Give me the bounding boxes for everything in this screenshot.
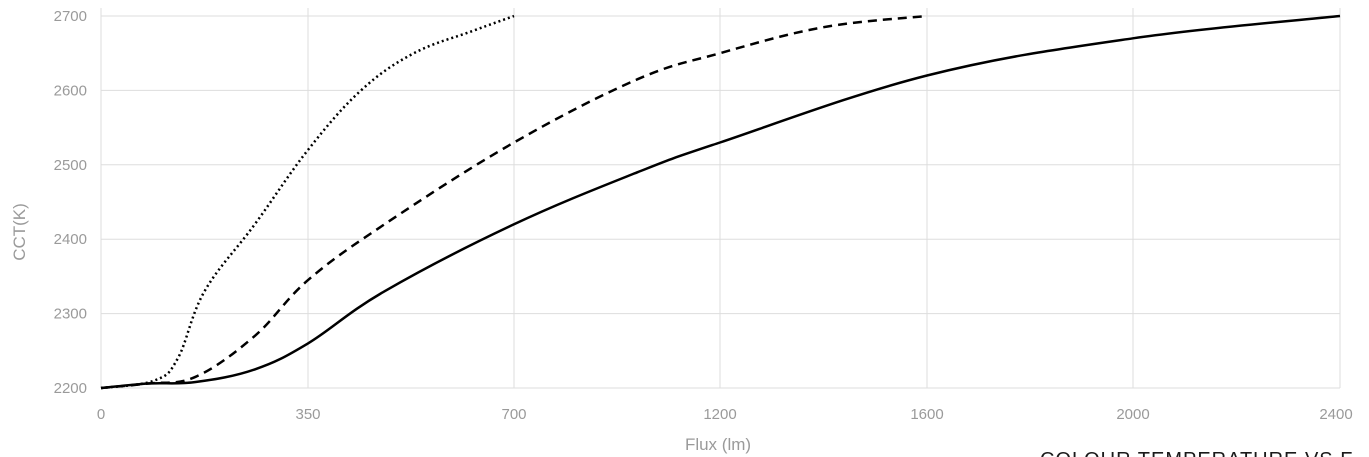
x-axis-title: Flux (lm): [685, 435, 751, 454]
gridlines: [100, 8, 1341, 389]
y-tick-label: 2300: [54, 306, 87, 323]
x-tick-label: 350: [295, 406, 320, 423]
x-tick-label: 700: [501, 406, 526, 423]
y-tick-label: 2500: [54, 157, 87, 174]
x-tick-label: 2000: [1116, 406, 1149, 423]
chart-title: COLOUR TEMPERATURE VS F: [1040, 449, 1353, 457]
x-axis-ticks: 0 350 700 1200 1600 2000 2400: [97, 406, 1353, 423]
solid-series-line: [100, 14, 1341, 390]
x-tick-label: 0: [97, 406, 105, 423]
x-tick-label: 1200: [703, 406, 736, 423]
x-tick-label: 2400: [1319, 406, 1352, 423]
dashed-series-line: [100, 14, 928, 390]
dotted-series-line: [100, 14, 515, 390]
y-tick-label: 2600: [54, 82, 87, 99]
y-tick-label: 2200: [54, 380, 87, 397]
y-tick-label: 2400: [54, 231, 87, 248]
y-axis-ticks: 2200 2300 2400 2500 2600 2700: [54, 8, 87, 397]
y-tick-label: 2700: [54, 8, 87, 25]
series-lines: [100, 14, 1341, 390]
x-tick-label: 1600: [910, 406, 943, 423]
y-axis-title: CCT(K): [10, 203, 29, 261]
